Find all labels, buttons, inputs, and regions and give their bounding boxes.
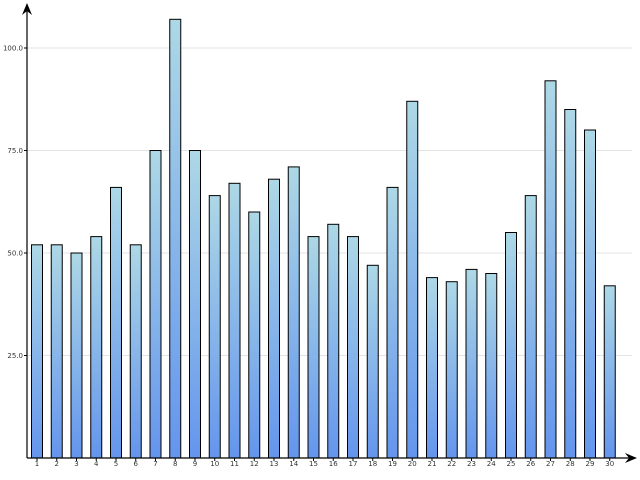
y-axis-arrow-icon (22, 3, 32, 15)
x-ticks: 1 2 3 4 5 6 7 8 9 10 11 12 13 14 15 16 17 18 19 20 21 22 23 24 2… (35, 458, 614, 468)
x-tick-label: 5 (114, 460, 118, 468)
bar (584, 129, 596, 459)
bar (327, 223, 340, 459)
bar (603, 285, 616, 459)
x-tick-label: 28 (566, 460, 575, 468)
x-tick-label: 27 (546, 460, 555, 468)
bar (544, 80, 557, 459)
bar (485, 273, 498, 459)
x-tick-label: 12 (250, 460, 259, 468)
y-tick-label: 25.0 (7, 352, 23, 360)
bar (465, 268, 478, 459)
x-tick-label: 9 (193, 460, 197, 468)
bar (386, 186, 399, 459)
x-tick-label: 1 (35, 460, 39, 468)
bar (169, 18, 182, 459)
bar (268, 178, 280, 459)
bar (366, 264, 379, 459)
x-tick-label: 10 (210, 460, 219, 468)
x-tick-label: 19 (388, 460, 397, 468)
x-tick-label: 8 (173, 460, 177, 468)
bar (129, 244, 142, 459)
x-tick-label: 25 (507, 460, 516, 468)
x-tick-label: 30 (605, 460, 614, 468)
x-tick-label: 3 (74, 460, 78, 468)
bar (406, 100, 419, 459)
x-tick-label: 23 (467, 460, 476, 468)
bar (524, 195, 537, 459)
x-axis-arrow-icon (625, 453, 637, 463)
x-tick-label: 17 (349, 460, 358, 468)
bar (287, 166, 300, 459)
x-tick-label: 11 (230, 460, 239, 468)
bar (50, 244, 63, 459)
x-tick-label: 16 (329, 460, 338, 468)
bar (564, 109, 577, 459)
bar (505, 232, 517, 459)
bar (248, 211, 261, 459)
y-tick-label: 100.0 (3, 45, 23, 53)
bar (149, 150, 162, 459)
bar (90, 236, 103, 459)
bar (70, 252, 83, 459)
x-tick-label: 15 (309, 460, 318, 468)
bar (110, 186, 122, 459)
x-tick-label: 6 (134, 460, 139, 468)
x-tick-label: 20 (408, 460, 417, 468)
bar (445, 281, 458, 459)
y-tick-label: 75.0 (7, 147, 23, 155)
bars (31, 18, 616, 459)
y-ticks: 25.0 50.0 75.0 100.0 (3, 45, 27, 360)
bar (208, 195, 221, 459)
x-tick-label: 18 (368, 460, 377, 468)
x-tick-label: 4 (94, 460, 99, 468)
x-tick-label: 14 (289, 460, 298, 468)
x-tick-label: 26 (526, 460, 535, 468)
x-tick-label: 22 (447, 460, 456, 468)
bar (307, 236, 320, 459)
x-tick-label: 2 (55, 460, 59, 468)
y-tick-label: 50.0 (7, 250, 23, 258)
x-tick-label: 24 (487, 460, 496, 468)
bar (347, 236, 359, 459)
x-tick-label: 21 (428, 460, 437, 468)
bar (189, 150, 201, 459)
bar (31, 244, 43, 459)
bar (228, 182, 241, 459)
bar (426, 277, 438, 459)
x-tick-label: 29 (586, 460, 595, 468)
x-tick-label: 7 (153, 460, 157, 468)
x-tick-label: 13 (270, 460, 279, 468)
